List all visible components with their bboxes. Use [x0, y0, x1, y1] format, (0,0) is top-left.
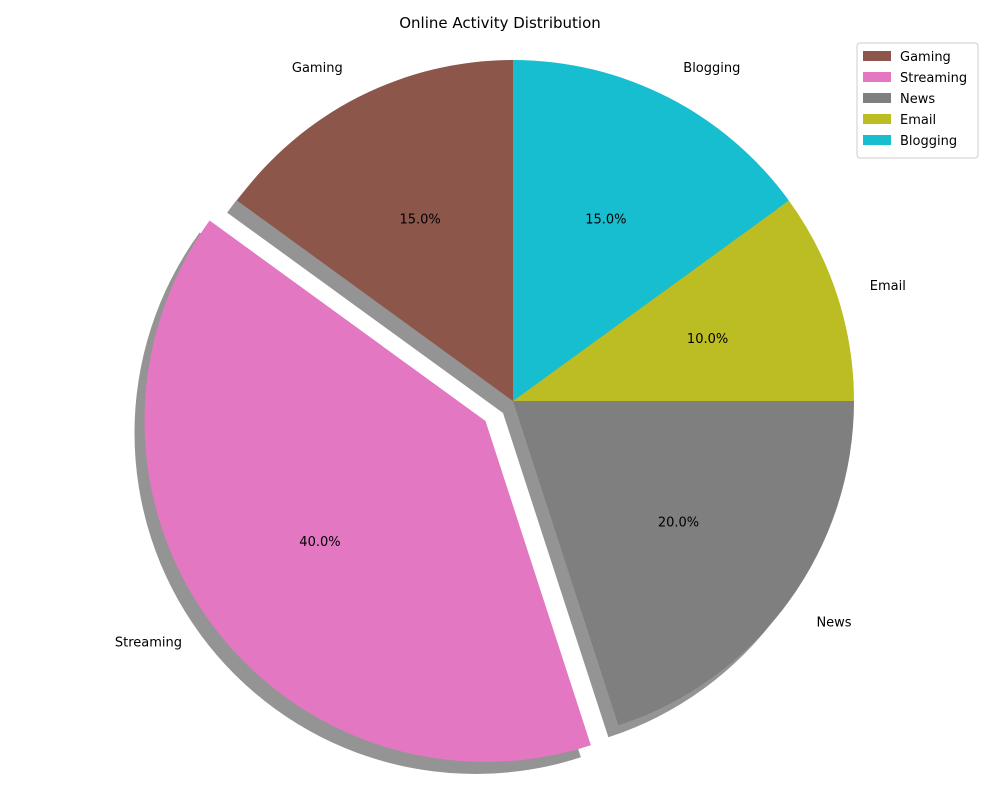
slice-email: [513, 200, 854, 401]
pie-slices: [144, 60, 854, 762]
legend-label-blogging: Blogging: [900, 134, 957, 149]
slice-labels: Gaming 15.0% Streaming 40.0% News 20.0% Email 1…: [115, 61, 906, 651]
legend-frame: [856, 42, 979, 159]
legend-swatch-streaming: [863, 72, 891, 82]
legend-label-streaming: Streaming: [900, 71, 967, 86]
legend-label-news: News: [900, 92, 935, 107]
pct-label-gaming: 15.0%: [399, 213, 440, 228]
pct-label-news: 20.0%: [658, 515, 699, 530]
slice-gaming: [237, 60, 514, 401]
slice-label-email: Email: [870, 279, 906, 294]
legend-swatch-gaming: [863, 51, 891, 61]
legend-swatch-news: [863, 93, 891, 103]
slice-blogging: [513, 60, 789, 401]
pct-label-email: 10.0%: [687, 332, 728, 347]
slice-label-blogging: Blogging: [683, 61, 740, 76]
legend-label-email: Email: [900, 113, 936, 128]
legend-swatch-blogging: [863, 135, 891, 145]
slice-label-gaming: Gaming: [292, 61, 343, 76]
legend: Gaming Streaming News Email Blogging: [856, 42, 979, 159]
chart-title: Online Activity Distribution: [399, 14, 601, 32]
slice-label-news: News: [816, 615, 851, 630]
legend-swatch-email: [863, 114, 891, 124]
slice-streaming: [144, 220, 591, 762]
slice-news: [513, 401, 854, 726]
pct-label-blogging: 15.0%: [585, 213, 626, 228]
legend-label-gaming: Gaming: [900, 50, 951, 65]
pct-label-streaming: 40.0%: [299, 535, 340, 550]
slice-label-streaming: Streaming: [115, 635, 182, 650]
